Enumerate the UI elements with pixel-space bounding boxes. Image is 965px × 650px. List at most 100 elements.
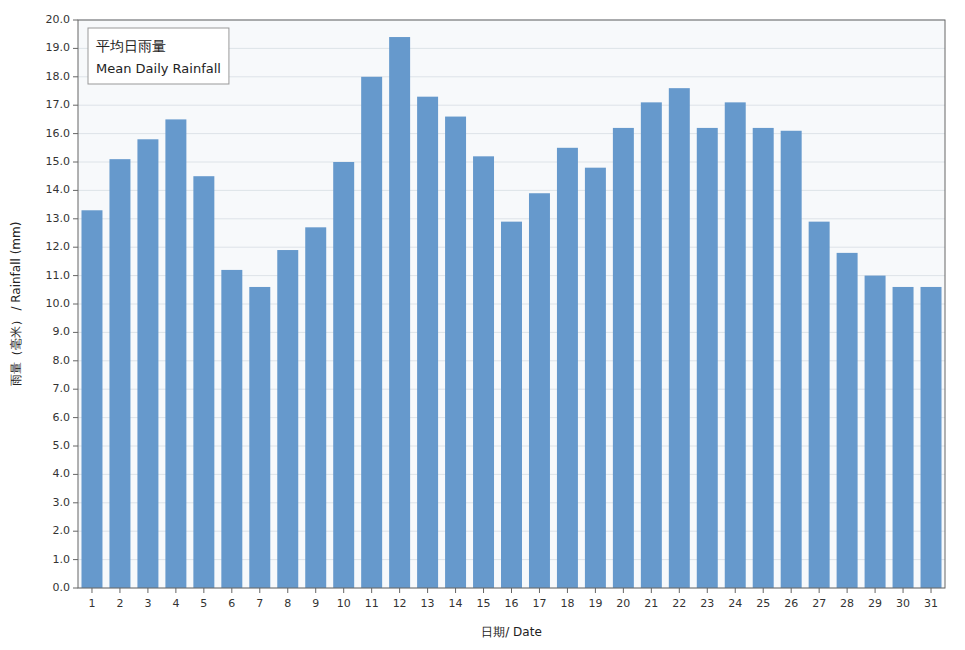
tick-mark [623,588,624,593]
bar [165,119,186,588]
tick-mark [91,588,92,593]
y-axis-label: 雨量（毫米） / Rainfall (mm) [9,222,23,387]
tick-label: 20 [616,597,630,610]
tick-label: 13.0 [46,212,71,225]
tick-label: 22 [672,597,686,610]
tick-label: 10 [337,597,351,610]
tick-label: 26 [784,597,798,610]
tick-mark [595,588,596,593]
tick-mark [903,588,904,593]
bar [837,253,858,588]
tick-label: 12 [393,597,407,610]
chart: 0.01.02.03.04.05.06.07.08.09.010.011.012… [0,0,965,650]
bar [781,131,802,588]
tick-label: 8 [284,597,291,610]
annotation-box [88,28,229,84]
tick-mark [483,588,484,593]
bar [529,193,550,588]
tick-mark [203,588,204,593]
tick-label: 25 [756,597,770,610]
tick-label: 15.0 [46,155,71,168]
tick-mark [73,360,78,361]
tick-label: 4.0 [53,467,71,480]
grid [78,20,945,588]
bar [753,128,774,588]
tick-label: 2.0 [53,524,71,537]
tick-mark [73,218,78,219]
bar [417,97,438,588]
tick-label: 20.0 [46,13,71,26]
tick-mark [73,48,78,49]
tick-label: 17.0 [46,98,71,111]
tick-mark [73,247,78,248]
bar [81,210,102,588]
tick-label: 10.0 [46,297,71,310]
tick-mark [679,588,680,593]
tick-label: 24 [728,597,742,610]
tick-mark [73,531,78,532]
bar [277,250,298,588]
tick-mark [539,588,540,593]
tick-mark [847,588,848,593]
annotation-text: 平均日雨量 [96,38,166,54]
tick-mark [287,588,288,593]
tick-label: 18 [560,597,574,610]
tick-label: 5 [200,597,207,610]
x-axis: 1234567891011121314151617181920212223242… [88,588,938,610]
tick-label: 29 [868,597,882,610]
tick-label: 19 [588,597,602,610]
tick-label: 1.0 [53,553,71,566]
tick-mark [73,588,78,589]
tick-mark [73,389,78,390]
tick-mark [371,588,372,593]
tick-label: 21 [644,597,658,610]
tick-label: 23 [700,597,714,610]
tick-mark [73,332,78,333]
annotation-text: Mean Daily Rainfall [96,61,221,76]
tick-label: 14.0 [46,183,71,196]
tick-label: 18.0 [46,70,71,83]
tick-mark [511,588,512,593]
tick-label: 3.0 [53,496,71,509]
tick-label: 11.0 [46,269,71,282]
tick-label: 3 [144,597,151,610]
bar [137,139,158,588]
tick-mark [763,588,764,593]
x-axis-label: 日期/ Date [481,625,542,639]
tick-label: 15 [477,597,491,610]
bar [109,159,130,588]
tick-label: 8.0 [53,354,71,367]
tick-mark [73,417,78,418]
tick-mark [791,588,792,593]
tick-label: 13 [421,597,435,610]
tick-mark [73,76,78,77]
tick-mark [399,588,400,593]
grid-line [78,133,945,134]
tick-label: 12.0 [46,240,71,253]
bar [473,156,494,588]
tick-mark [707,588,708,593]
tick-mark [73,502,78,503]
tick-label: 28 [840,597,854,610]
tick-mark [931,588,932,593]
tick-mark [119,588,120,593]
tick-label: 31 [924,597,938,610]
tick-label: 11 [365,597,379,610]
bar [669,88,690,588]
bar [725,102,746,588]
tick-mark [73,20,78,21]
tick-label: 7 [256,597,263,610]
plot-frame [78,20,945,588]
tick-label: 2 [116,597,123,610]
bar [613,128,634,588]
grid-line [78,105,945,106]
tick-label: 14 [449,597,463,610]
tick-label: 16 [505,597,519,610]
tick-mark [455,588,456,593]
bar [641,102,662,588]
tick-mark [73,446,78,447]
bar [697,128,718,588]
tick-label: 27 [812,597,826,610]
tick-mark [567,588,568,593]
tick-mark [73,559,78,560]
